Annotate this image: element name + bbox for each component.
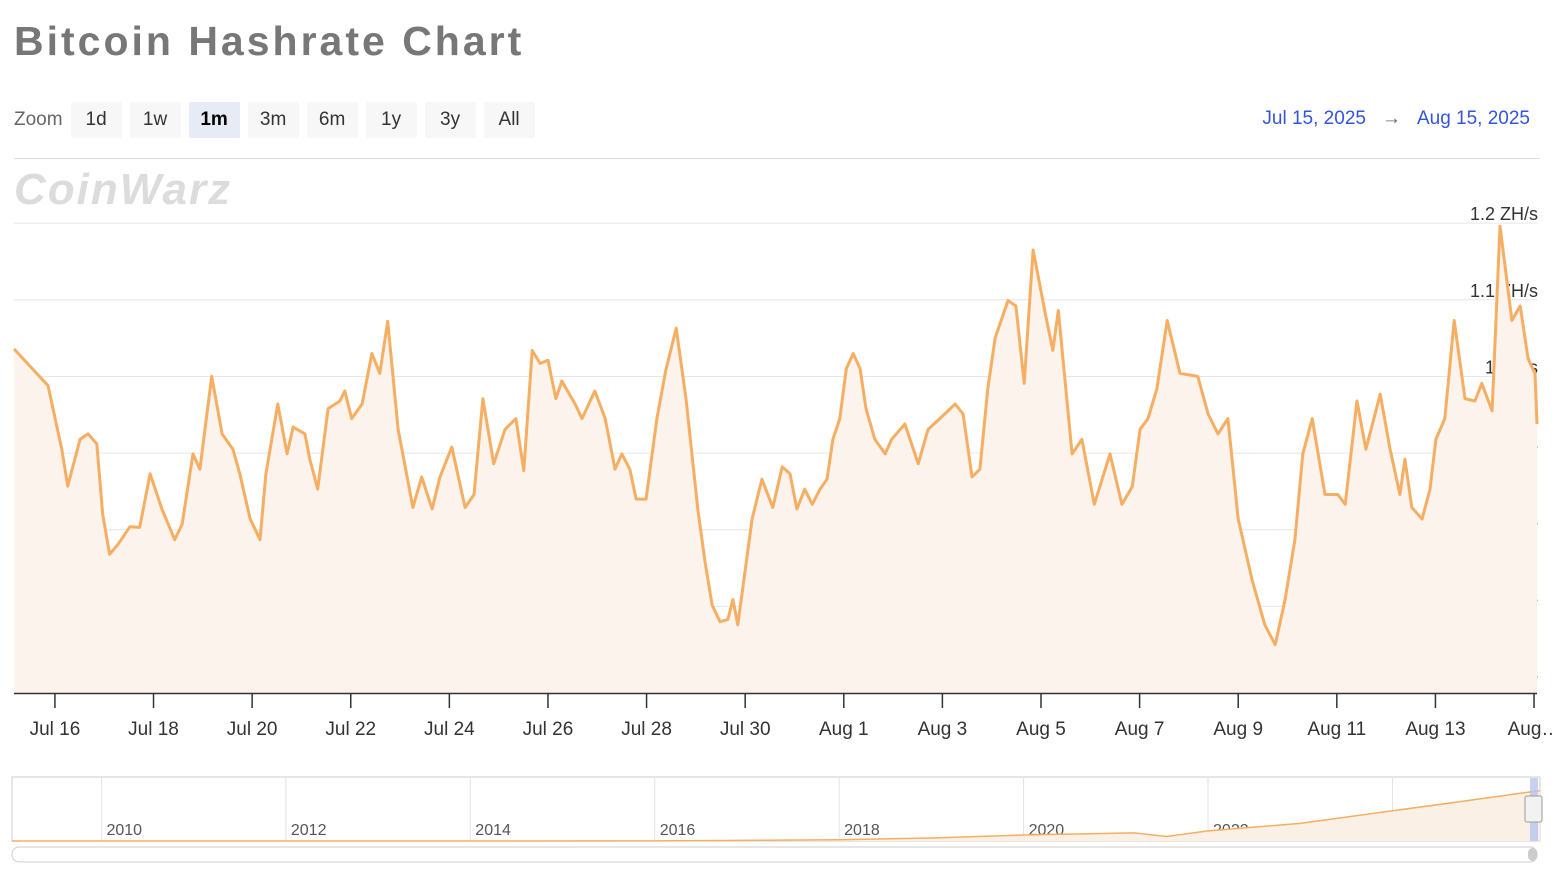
navigator-year-label: 2012 bbox=[291, 822, 327, 839]
x-tick-label: Aug 5 bbox=[1016, 719, 1066, 740]
navigator-area bbox=[12, 790, 1540, 841]
x-tick-label: Jul 18 bbox=[128, 719, 179, 740]
x-tick-label: Jul 26 bbox=[523, 719, 574, 740]
navigator-year-label: 2010 bbox=[106, 822, 142, 839]
zoom-label: Zoom bbox=[14, 109, 63, 130]
scrollbar-thumb bbox=[1528, 848, 1537, 861]
x-tick-label: Jul 20 bbox=[227, 719, 278, 740]
navigator-handle[interactable] bbox=[1524, 795, 1543, 823]
zoom-button[interactable]: 1d bbox=[70, 102, 122, 138]
x-tick-label: Aug 1 bbox=[819, 719, 869, 740]
zoom-button[interactable]: 3y bbox=[424, 102, 476, 138]
navigator-year-label: 2016 bbox=[660, 822, 696, 839]
range-to[interactable]: Aug 15, 2025 bbox=[1416, 108, 1530, 129]
zoom-button[interactable]: All bbox=[483, 102, 535, 138]
x-tick-label: Jul 22 bbox=[325, 719, 376, 740]
x-tick-label: Aug 9 bbox=[1213, 719, 1263, 740]
x-tick-label: Aug… bbox=[1508, 719, 1555, 740]
zoom-button[interactable]: 6m bbox=[306, 102, 358, 138]
date-range: Jul 15, 2025 → Aug 15, 2025 bbox=[1262, 108, 1530, 130]
area-fill bbox=[14, 226, 1537, 693]
x-tick-label: Aug 7 bbox=[1115, 719, 1165, 740]
navigator-year-label: 2018 bbox=[844, 822, 880, 839]
x-tick-label: Aug 11 bbox=[1307, 719, 1366, 740]
x-tick-label: Jul 16 bbox=[30, 719, 81, 740]
zoom-button[interactable]: 1w bbox=[129, 102, 181, 138]
zoom-button[interactable]: 3m bbox=[247, 102, 299, 138]
navigator-year-label: 2014 bbox=[475, 822, 511, 839]
chart-title: Bitcoin Hashrate Chart bbox=[14, 18, 525, 64]
y-tick-label: 1.2 ZH/s bbox=[1470, 204, 1538, 224]
zoom-bar: Zoom 1d 1w 1m 3m 6m 1y 3y All bbox=[14, 102, 543, 138]
x-tick-label: Jul 28 bbox=[621, 719, 672, 740]
x-tick-label: Aug 13 bbox=[1405, 719, 1465, 740]
x-tick-label: Aug 3 bbox=[918, 719, 968, 740]
x-tick-label: Jul 24 bbox=[424, 719, 475, 740]
range-arrow: → bbox=[1381, 108, 1401, 129]
zoom-button[interactable]: 1y bbox=[365, 102, 417, 138]
range-from[interactable]: Jul 15, 2025 bbox=[1262, 108, 1366, 129]
scrollbar[interactable] bbox=[11, 846, 1538, 863]
navigator-line bbox=[12, 789, 1541, 842]
hashrate-line bbox=[12, 224, 1539, 647]
zoom-button[interactable]: 1m bbox=[188, 102, 240, 138]
watermark: CoinWarz bbox=[14, 165, 232, 214]
x-tick-label: Jul 30 bbox=[720, 719, 771, 740]
